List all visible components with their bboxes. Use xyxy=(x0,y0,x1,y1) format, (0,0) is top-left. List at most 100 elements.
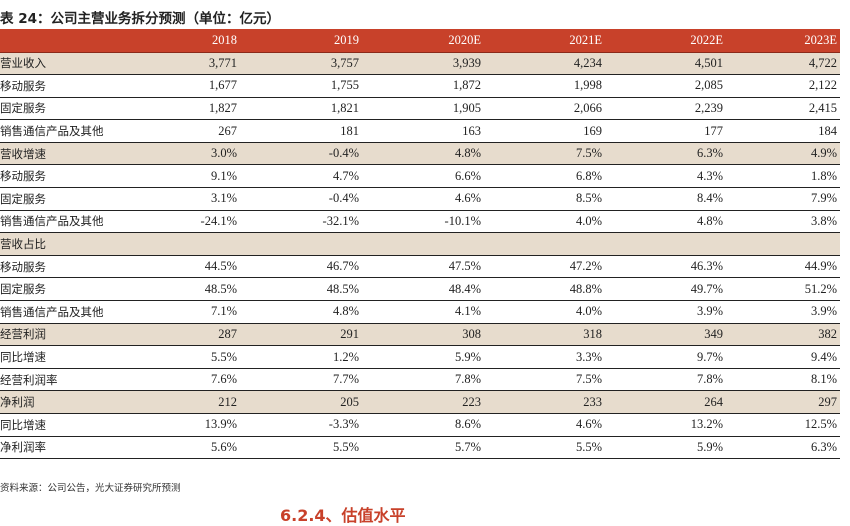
table-cell: 2,415 xyxy=(726,97,840,121)
row-label: 营收占比 xyxy=(0,232,114,256)
table-cell: 287 xyxy=(114,323,240,347)
table-cell xyxy=(605,232,726,256)
table-cell: 349 xyxy=(605,323,726,347)
table-row: 固定服务 3.1% -0.4% 4.6% 8.5% 8.4% 7.9% xyxy=(0,187,840,211)
next-section-heading: 6.2.4、估值水平 xyxy=(280,506,406,525)
row-label: 净利润率 xyxy=(0,436,114,460)
table-cell: 7.7% xyxy=(240,368,362,392)
table-cell: 48.5% xyxy=(114,277,240,302)
row-label: 营收增速 xyxy=(0,142,114,166)
table-cell: 318 xyxy=(484,323,605,347)
table-row: 同比增速 13.9% -3.3% 8.6% 4.6% 13.2% 12.5% xyxy=(0,413,840,437)
table-cell: 48.5% xyxy=(240,277,362,302)
table-cell: 48.8% xyxy=(484,277,605,302)
table-row: 经营利润率 7.6% 7.7% 7.8% 7.5% 7.8% 8.1% xyxy=(0,368,840,392)
table-cell: 13.2% xyxy=(605,413,726,437)
table-cell: 1,755 xyxy=(240,74,362,98)
table-row: 移动服务 1,677 1,755 1,872 1,998 2,085 2,122 xyxy=(0,74,840,98)
row-label: 固定服务 xyxy=(0,277,114,302)
table-cell: 163 xyxy=(362,119,484,143)
table-cell: 5.5% xyxy=(240,436,362,460)
table-cell xyxy=(362,232,484,256)
table-cell: -10.1% xyxy=(362,210,484,234)
table-cell: 2,066 xyxy=(484,97,605,121)
table-cell: 3.9% xyxy=(726,300,840,324)
row-label: 同比增速 xyxy=(0,345,114,369)
table-cell: 4.9% xyxy=(726,142,840,166)
table-header-row: 2018 2019 2020E 2021E 2022E 2023E xyxy=(0,29,840,53)
table-cell: 3.8% xyxy=(726,210,840,234)
table-cell: 9.1% xyxy=(114,164,240,189)
table-row: 销售通信产品及其他 267 181 163 169 177 184 xyxy=(0,119,840,143)
table-cell: 1.8% xyxy=(726,164,840,189)
table-cell: 5.5% xyxy=(114,345,240,369)
table-section-row: 经营利润 287 291 308 318 349 382 xyxy=(0,323,840,347)
table-cell: 5.6% xyxy=(114,436,240,460)
table-cell: 4,722 xyxy=(726,52,840,76)
table-cell: 1,872 xyxy=(362,74,484,98)
table-cell: 48.4% xyxy=(362,277,484,302)
table-cell: 177 xyxy=(605,119,726,143)
table-cell: 1,821 xyxy=(240,97,362,121)
table-section-row: 净利润 212 205 223 233 264 297 xyxy=(0,390,840,414)
table-cell: 6.3% xyxy=(726,436,840,460)
column-header: 2019 xyxy=(240,29,362,53)
table-cell: 5.9% xyxy=(362,345,484,369)
table-cell: 4.8% xyxy=(240,300,362,324)
header-label-cell xyxy=(0,29,114,53)
table-cell: 169 xyxy=(484,119,605,143)
table-cell: 1,827 xyxy=(114,97,240,121)
table-cell xyxy=(114,232,240,256)
table-cell: -24.1% xyxy=(114,210,240,234)
source-note: 资料来源：公司公告，光大证券研究所预测 xyxy=(0,483,181,494)
column-header: 2020E xyxy=(362,29,484,53)
table-cell: 8.6% xyxy=(362,413,484,437)
table-cell: 4.6% xyxy=(484,413,605,437)
table-cell: 233 xyxy=(484,390,605,414)
table-cell: 2,085 xyxy=(605,74,726,98)
table-cell: 8.1% xyxy=(726,368,840,392)
row-label: 销售通信产品及其他 xyxy=(0,300,114,324)
table-cell: 4.1% xyxy=(362,300,484,324)
table-cell: 4.8% xyxy=(362,142,484,166)
row-label: 移动服务 xyxy=(0,164,114,189)
table-cell: -0.4% xyxy=(240,142,362,166)
table-cell: 205 xyxy=(240,390,362,414)
column-header: 2018 xyxy=(114,29,240,53)
table-row: 净利润率 5.6% 5.5% 5.7% 5.5% 5.9% 6.3% xyxy=(0,436,840,460)
table-cell: 1,905 xyxy=(362,97,484,121)
table-cell: 264 xyxy=(605,390,726,414)
table-row: 固定服务 48.5% 48.5% 48.4% 48.8% 49.7% 51.2% xyxy=(0,277,840,302)
table-cell: 1.2% xyxy=(240,345,362,369)
table-cell: 5.9% xyxy=(605,436,726,460)
table-cell: 2,239 xyxy=(605,97,726,121)
table-cell: 7.1% xyxy=(114,300,240,324)
table-cell: 4.7% xyxy=(240,164,362,189)
table-cell: 46.3% xyxy=(605,255,726,279)
table-cell: 4,234 xyxy=(484,52,605,76)
table-cell: 5.5% xyxy=(484,436,605,460)
table-cell: 4,501 xyxy=(605,52,726,76)
table-cell: 297 xyxy=(726,390,840,414)
column-header: 2021E xyxy=(484,29,605,53)
table-cell: 4.0% xyxy=(484,210,605,234)
column-header: 2023E xyxy=(726,29,840,53)
table-row: 移动服务 9.1% 4.7% 6.6% 6.8% 4.3% 1.8% xyxy=(0,164,840,189)
table-cell: 3.1% xyxy=(114,187,240,211)
table-cell: 7.8% xyxy=(362,368,484,392)
table-cell: 7.5% xyxy=(484,142,605,166)
table-cell: 6.6% xyxy=(362,164,484,189)
table-cell: 8.5% xyxy=(484,187,605,211)
table-row: 固定服务 1,827 1,821 1,905 2,066 2,239 2,415 xyxy=(0,97,840,121)
column-header: 2022E xyxy=(605,29,726,53)
table-cell xyxy=(484,232,605,256)
table-cell: 1,677 xyxy=(114,74,240,98)
table-cell: 46.7% xyxy=(240,255,362,279)
table-cell: 2,122 xyxy=(726,74,840,98)
row-label: 移动服务 xyxy=(0,255,114,279)
row-label: 销售通信产品及其他 xyxy=(0,119,114,143)
table-cell: 7.5% xyxy=(484,368,605,392)
table-cell: 308 xyxy=(362,323,484,347)
table-cell: 9.7% xyxy=(605,345,726,369)
table-cell: 5.7% xyxy=(362,436,484,460)
